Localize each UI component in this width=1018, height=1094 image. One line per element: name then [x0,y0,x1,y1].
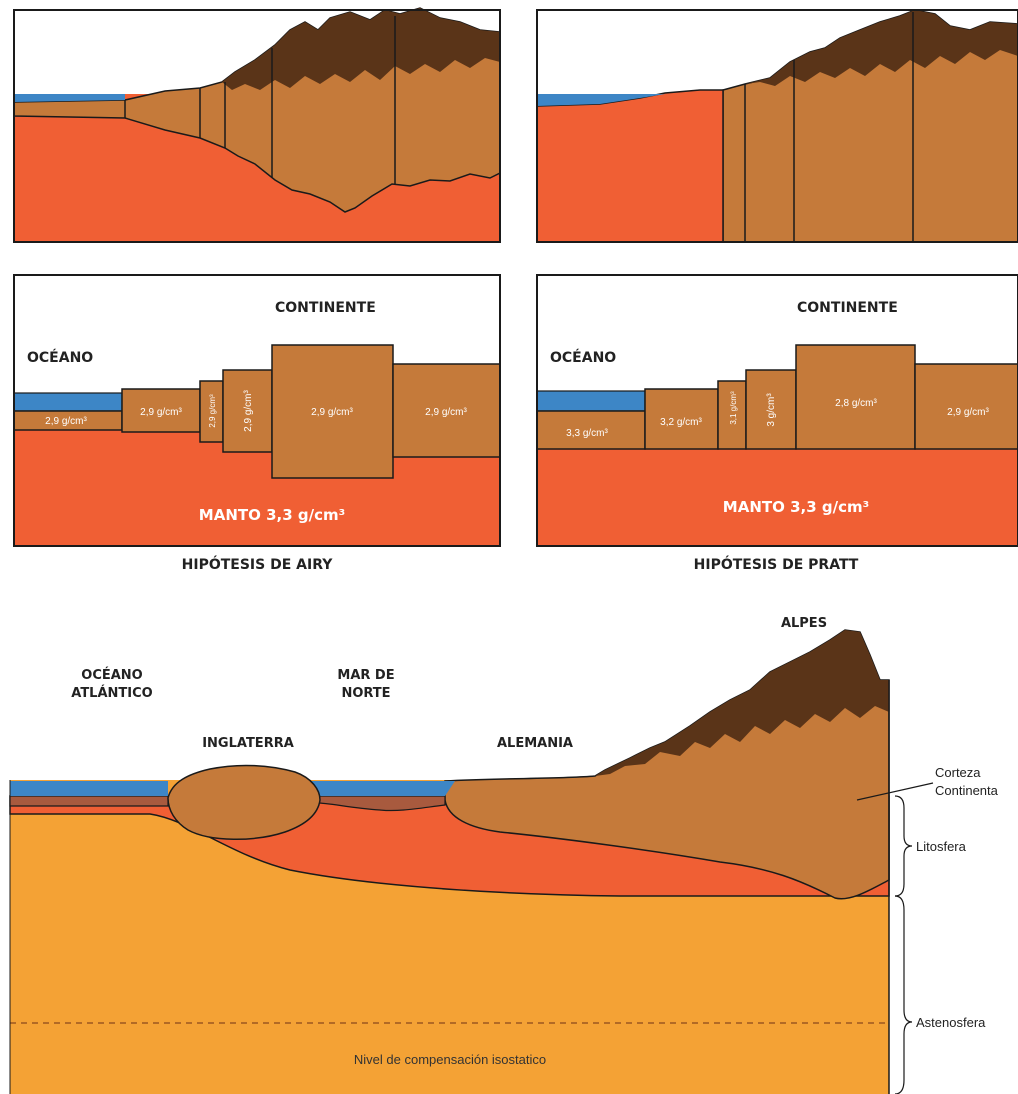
alps-label: ALPES [781,616,827,631]
airy-landscape-columns [124,16,396,184]
north-sea-water [305,781,455,796]
north-sea-label-line1: MAR DE [337,668,394,683]
atlantic-label-line2: ATLÁNTICO [71,685,152,701]
pratt-block-4 [745,369,797,450]
germany-label: ALEMANIA [497,736,573,751]
airy-block-4 [222,369,273,453]
airy-block-5 [271,344,394,479]
airy-model-blocks [13,344,501,479]
england-label: INGLATERRA [202,736,294,751]
airy-continent-label: CONTINENTE [275,300,376,316]
airy-title: HIPÓTESIS DE AIRY [182,555,334,573]
pratt-model-ocean [536,390,646,412]
pratt-density-2: 3,2 g/cm³ [660,417,702,428]
airy-density-2: 2,9 g/cm³ [140,407,182,418]
airy-density-4: 2,9 g/cm³ [243,389,254,431]
pratt-model-frame [536,274,1018,547]
oceanic-crust-west [9,795,169,807]
airy-density-6: 2,9 g/cm³ [425,407,467,418]
pratt-landscape-panel [536,9,1018,243]
pratt-mantle-label: MANTO 3,3 g/cm³ [723,498,869,516]
pratt-density-5: 2,8 g/cm³ [835,398,877,409]
lithosphere-brace [894,795,913,897]
crust-pointer-line [856,782,934,801]
airy-landscape-frame [13,9,501,243]
pratt-density-1: 3,3 g/cm³ [566,428,608,439]
airy-model-panel: OCÉANO CONTINENTE 2,9 g/cm³ 2,9 g/cm³ 2,… [13,274,501,573]
airy-mountain-rock [222,8,500,90]
pratt-ocean-label: OCÉANO [550,349,616,366]
lithosphere-label: Litosfera [916,839,967,854]
england-crust [167,764,321,841]
pratt-block-5 [795,344,916,450]
pratt-ocean [537,94,665,106]
north-sea-floor [316,795,446,812]
europe-profile-panel: OCÉANO ATLÁNTICO MAR DE NORTE INGLATERRA… [9,616,999,1094]
pratt-mantle [536,89,724,243]
atlantic-ocean-water [10,781,168,796]
crust-label-line2: Continenta [935,783,999,798]
pratt-model-panel: OCÉANO CONTINENTE 3,3 g/cm³ 3,2 g/cm³ 3,… [536,274,1018,573]
airy-block-6 [392,363,501,458]
pratt-title: HIPÓTESIS DE PRATT [694,555,859,573]
airy-mantle-label: MANTO 3,3 g/cm³ [199,506,345,524]
pratt-model-mantle [537,449,1018,546]
airy-density-3: 2,9 g/cm³ [208,394,217,428]
airy-block-2 [121,388,201,433]
alps-mountain-rock [595,630,889,776]
pratt-model-blocks [536,344,1018,450]
airy-density-5: 2,9 g/cm³ [311,407,353,418]
pratt-mountain-rock [745,10,1018,86]
pratt-block-2 [644,388,719,450]
pratt-block-3 [717,380,747,450]
pratt-density-3: 3,1 g/cm³ [729,391,738,425]
airy-ocean [14,94,125,102]
airy-model-frame [13,274,501,547]
compensation-level-label: Nivel de compensación isostatico [354,1052,546,1067]
asthenosphere-label: Astenosfera [916,1015,986,1030]
airy-model-ocean [13,392,123,412]
north-sea-label-line2: NORTE [341,686,390,701]
pratt-density-6: 2,9 g/cm³ [947,407,989,418]
airy-ocean-label: OCÉANO [27,349,93,366]
pratt-block-6 [914,363,1018,450]
asthenosphere-brace [894,895,913,1094]
airy-density-1: 2,9 g/cm³ [45,416,87,427]
crust-label-line1: Corteza [935,765,981,780]
pratt-landscape-columns [744,12,914,242]
atlantic-label-line1: OCÉANO [81,667,142,683]
pratt-continent-label: CONTINENTE [797,300,898,316]
airy-landscape-panel [13,7,501,243]
pratt-density-4: 3 g/cm³ [766,393,777,427]
pratt-landscape-frame [536,9,1018,243]
